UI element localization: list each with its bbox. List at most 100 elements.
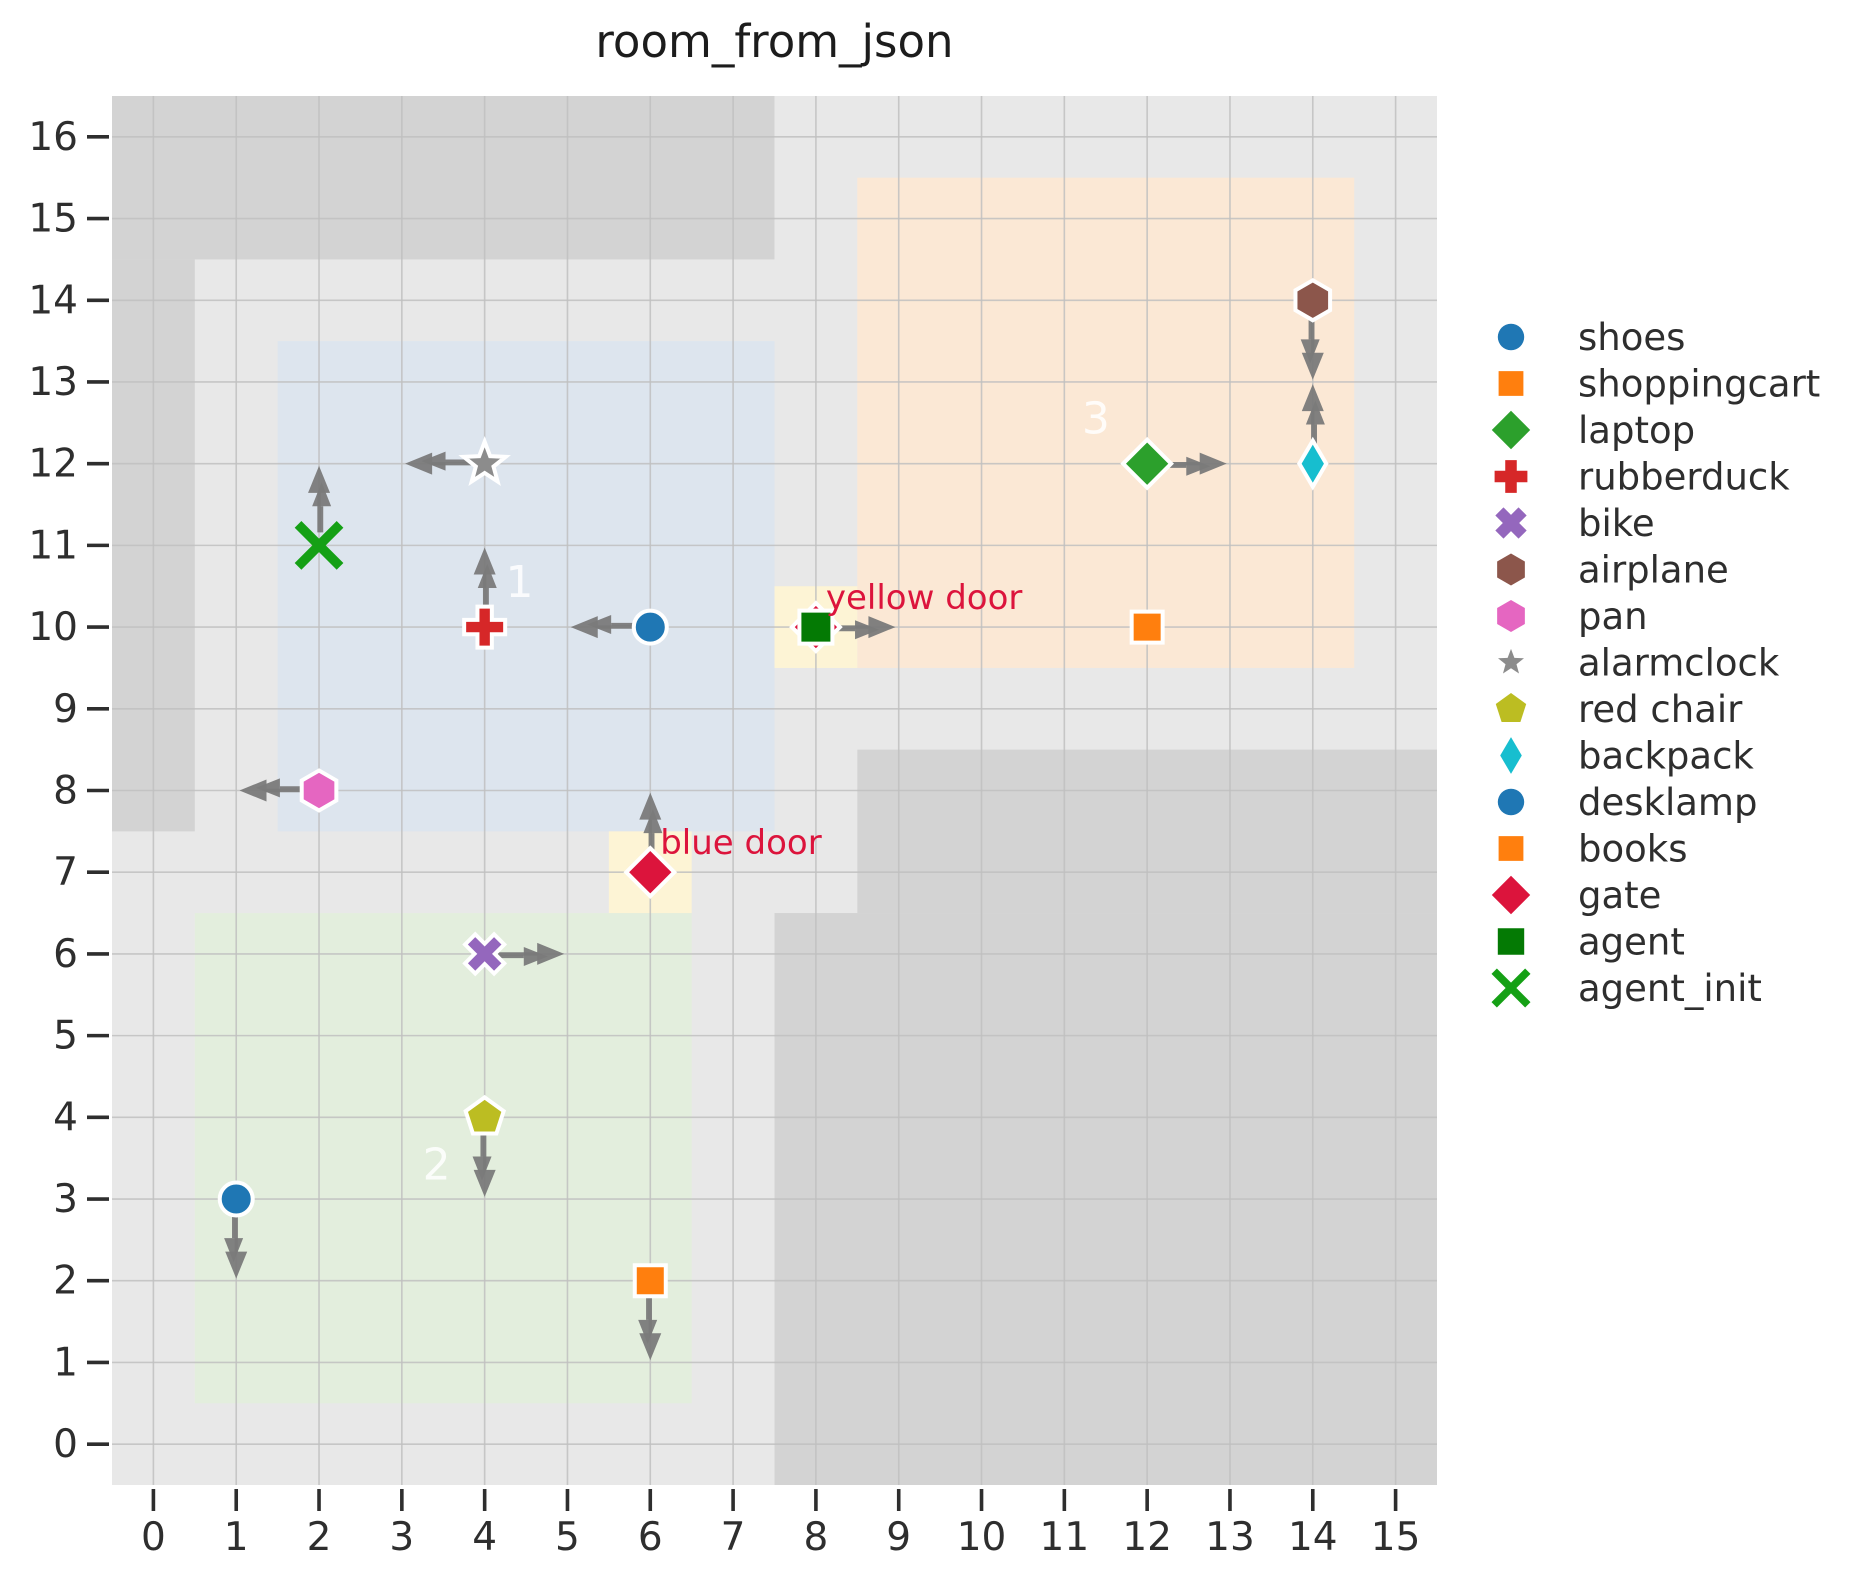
y-tick-label: 13 xyxy=(28,360,78,405)
y-tick-label: 11 xyxy=(28,523,78,568)
arrow-head xyxy=(570,616,598,639)
room-2-region xyxy=(194,913,692,1404)
laptop-legend-icon xyxy=(1491,410,1531,450)
pan-marker xyxy=(299,768,339,813)
arrow-head xyxy=(255,778,280,798)
x-tick-label: 5 xyxy=(555,1515,580,1560)
legend-label: agent_init xyxy=(1578,967,1762,1010)
arrow-head xyxy=(477,563,497,588)
room-3-label: 3 xyxy=(1082,394,1110,445)
shoppingcart-marker xyxy=(1129,609,1165,645)
legend-item-backpack: backpack xyxy=(1500,735,1754,778)
legend-item-agent: agent xyxy=(1497,921,1685,964)
y-tick-label: 16 xyxy=(28,115,78,160)
x-tick-label: 10 xyxy=(957,1515,1007,1560)
books-legend-icon xyxy=(1498,836,1524,861)
arrow-head xyxy=(1305,400,1325,425)
bike-direction-arrow xyxy=(497,942,565,967)
y-tick-label: 6 xyxy=(53,932,78,977)
legend-label: bike xyxy=(1578,502,1655,545)
blue-door-label: blue door xyxy=(660,823,821,863)
legend-label: agent xyxy=(1578,921,1685,964)
y-tick-label: 4 xyxy=(53,1095,78,1140)
arrow-head xyxy=(239,779,267,802)
laptop-marker xyxy=(1120,436,1174,491)
legend-item-gate: gate xyxy=(1491,874,1661,917)
legend-label: airplane xyxy=(1578,549,1729,592)
x-tick-label: 2 xyxy=(307,1515,332,1560)
arrow-head xyxy=(224,1238,244,1263)
y-tick-label: 3 xyxy=(53,1177,78,1222)
arrow-head xyxy=(1301,384,1324,412)
gate-blue-door-marker xyxy=(623,845,678,900)
arrow-head xyxy=(1300,339,1320,364)
x-tick-label: 7 xyxy=(721,1515,746,1560)
y-tick-label: 14 xyxy=(28,278,78,323)
rubberduck-legend-icon xyxy=(1494,460,1528,493)
y-tick-label: 7 xyxy=(53,850,78,895)
legend-label: desklamp xyxy=(1578,781,1757,824)
arrow-head xyxy=(587,614,612,634)
arrow-head xyxy=(472,1156,492,1181)
x-tick-label: 1 xyxy=(224,1515,249,1560)
backpack-marker xyxy=(1296,436,1329,491)
arrow-head xyxy=(855,620,880,640)
yellow-door-label: yellow door xyxy=(826,578,1023,618)
legend-item-red-chair: red chair xyxy=(1495,688,1743,731)
alarmclock-direction-arrow xyxy=(405,451,472,475)
shoes-direction-arrow xyxy=(570,614,638,639)
y-tick-label: 2 xyxy=(53,1259,78,1304)
legend-label: laptop xyxy=(1578,409,1695,452)
gate-legend-icon xyxy=(1491,875,1531,915)
legend-label: backpack xyxy=(1578,735,1754,778)
arrow-head xyxy=(225,1251,248,1279)
pan-direction-arrow xyxy=(239,778,307,802)
arrow-head xyxy=(473,547,496,575)
legend-label: shoppingcart xyxy=(1578,363,1820,406)
legend: shoesshoppingcartlaptoprubberduckbikeair… xyxy=(1491,316,1820,1010)
wall-region-1 xyxy=(112,96,775,260)
y-tick-label: 15 xyxy=(28,197,78,242)
legend-label: alarmclock xyxy=(1578,642,1780,685)
x-axis: 0 1 2 3 4 5 6 7 8 9 10 11 12 13 14 15 xyxy=(141,1489,1420,1560)
arrow-head xyxy=(308,465,331,493)
books-marker xyxy=(632,1263,668,1299)
x-tick-label: 8 xyxy=(803,1515,828,1560)
legend-item-shoes: shoes xyxy=(1497,316,1685,359)
agent-init-direction-arrow xyxy=(308,465,332,533)
y-tick-label: 5 xyxy=(53,1014,78,1059)
object-markers xyxy=(217,277,1333,1299)
x-tick-label: 14 xyxy=(1288,1515,1338,1560)
legend-item-shoppingcart: shoppingcart xyxy=(1498,363,1820,406)
arrow-head xyxy=(868,616,896,639)
legend-item-pan: pan xyxy=(1497,595,1648,638)
direction-arrows xyxy=(224,313,1325,1361)
x-stroke-line xyxy=(294,521,344,570)
figure-title: room_from_json xyxy=(595,15,953,68)
agent-legend-icon xyxy=(1497,928,1525,955)
y-tick-label: 12 xyxy=(28,442,78,487)
room-3-region xyxy=(857,177,1355,668)
legend-item-bike: bike xyxy=(1495,502,1655,545)
legend-item-agent-init: agent_init xyxy=(1491,967,1762,1010)
legend-item-rubberduck: rubberduck xyxy=(1494,456,1790,499)
airplane-marker xyxy=(1293,277,1333,323)
x-tick-label: 3 xyxy=(389,1515,414,1560)
legend-item-alarmclock: alarmclock xyxy=(1498,642,1780,685)
shoes-legend-icon xyxy=(1497,323,1525,351)
arrow-head xyxy=(1199,452,1227,475)
x-tick-label: 15 xyxy=(1371,1515,1421,1560)
y-tick-label: 9 xyxy=(53,687,78,732)
red-chair-legend-icon xyxy=(1495,693,1527,722)
agent-init-legend-icon xyxy=(1491,968,1531,1008)
y-tick-label: 0 xyxy=(53,1422,78,1467)
legend-label: gate xyxy=(1578,874,1661,917)
shoes-marker xyxy=(631,608,669,646)
arrow-head xyxy=(639,1333,662,1361)
y-tick-label: 1 xyxy=(53,1340,78,1385)
legend-label: shoes xyxy=(1578,316,1685,359)
alarmclock-marker xyxy=(458,436,511,487)
y-tick-label: 8 xyxy=(53,769,78,814)
arrow-head xyxy=(1186,456,1211,476)
room-1-region xyxy=(277,341,775,832)
